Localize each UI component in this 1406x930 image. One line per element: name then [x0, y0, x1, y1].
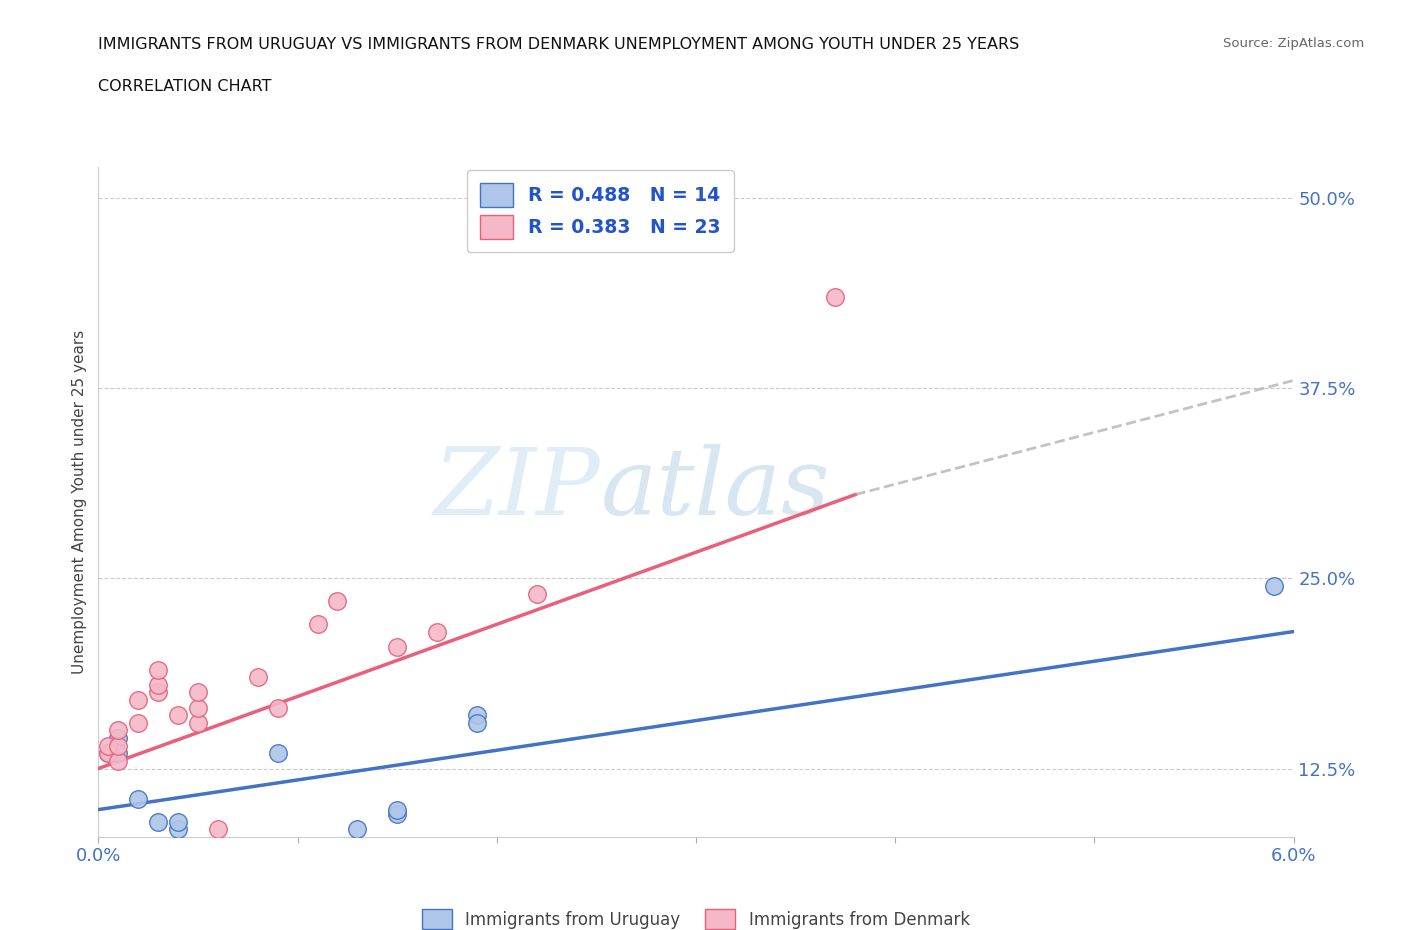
Point [326, 593, 349, 608]
Point [97, 738, 120, 753]
Point [426, 624, 449, 639]
Point [187, 685, 209, 700]
Point [267, 746, 290, 761]
Point [246, 670, 269, 684]
Point [148, 677, 170, 692]
Point [385, 639, 409, 654]
Point [346, 822, 368, 837]
Text: ZIP: ZIP [433, 444, 600, 534]
Point [187, 700, 209, 715]
Point [307, 617, 329, 631]
Point [824, 289, 846, 304]
Point [148, 662, 170, 677]
Text: atlas: atlas [600, 444, 830, 534]
Point [107, 753, 129, 768]
Legend: Immigrants from Uruguay, Immigrants from Denmark: Immigrants from Uruguay, Immigrants from… [412, 899, 980, 930]
Point [148, 815, 170, 830]
Point [97, 746, 120, 761]
Point [127, 791, 149, 806]
Point [167, 708, 190, 723]
Point [465, 715, 488, 730]
Point [1263, 578, 1285, 593]
Y-axis label: Unemployment Among Youth under 25 years: Unemployment Among Youth under 25 years [72, 330, 87, 674]
Point [107, 746, 129, 761]
Point [465, 708, 488, 723]
Point [385, 806, 409, 821]
Text: Source: ZipAtlas.com: Source: ZipAtlas.com [1223, 37, 1364, 50]
Point [187, 715, 209, 730]
Point [107, 731, 129, 746]
Point [107, 723, 129, 737]
Point [127, 715, 149, 730]
Point [148, 685, 170, 700]
Point [127, 693, 149, 708]
Point [167, 815, 190, 830]
Point [526, 586, 548, 601]
Point [207, 822, 229, 837]
Point [107, 738, 129, 753]
Point [267, 700, 290, 715]
Point [97, 746, 120, 761]
Point [385, 803, 409, 817]
Text: CORRELATION CHART: CORRELATION CHART [98, 79, 271, 94]
Point [167, 822, 190, 837]
Text: IMMIGRANTS FROM URUGUAY VS IMMIGRANTS FROM DENMARK UNEMPLOYMENT AMONG YOUTH UNDE: IMMIGRANTS FROM URUGUAY VS IMMIGRANTS FR… [98, 37, 1019, 52]
